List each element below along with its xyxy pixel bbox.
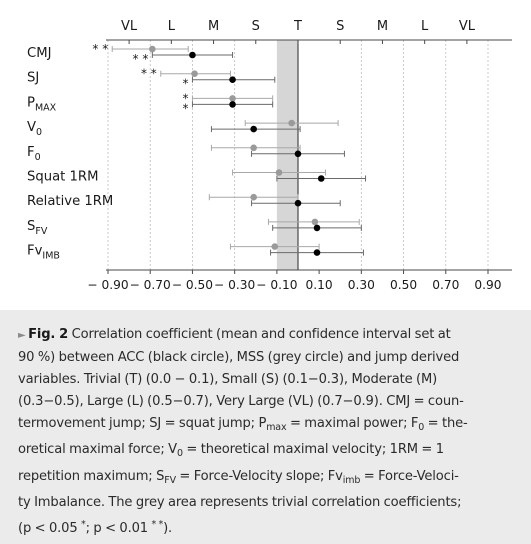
caption-segment: 0 bbox=[176, 448, 183, 460]
acc-point bbox=[229, 101, 236, 108]
row-label: CMJ bbox=[27, 46, 51, 61]
x-tick-label: 0.30 bbox=[348, 278, 375, 292]
caption-line: (p < 0.05 *; p < 0.01 * *). bbox=[18, 514, 513, 540]
top-axis-label: VL bbox=[121, 19, 138, 34]
x-tick-label: 0.50 bbox=[390, 278, 417, 292]
mss-point bbox=[149, 45, 156, 53]
mss-point bbox=[271, 243, 279, 250]
acc-point bbox=[294, 199, 302, 207]
caption-line: ► Fig. 2 Correlation coefficient (mean a… bbox=[18, 324, 513, 347]
mss-point bbox=[311, 218, 319, 226]
x-tick-label: 0.70 bbox=[432, 278, 459, 292]
x-tick-label: − 0.90 bbox=[87, 278, 128, 292]
mss-point bbox=[250, 144, 257, 152]
top-axis-label: S bbox=[336, 19, 344, 34]
mss-point bbox=[288, 119, 295, 127]
caption-line: termovement jump; SJ = squat jump; Pmax … bbox=[18, 413, 513, 439]
mss-point bbox=[275, 169, 283, 176]
acc-significance: * * bbox=[133, 52, 149, 66]
caption-segment: variables. Trivial (T) (0.0 − 0.1), Smal… bbox=[18, 372, 438, 388]
top-axis-label: T bbox=[293, 19, 302, 34]
caption-line: variables. Trivial (T) (0.0 − 0.1), Smal… bbox=[18, 369, 513, 391]
figure-caption: ► Fig. 2 Correlation coefficient (mean a… bbox=[0, 310, 531, 544]
caption-segment: ty Imbalance. The grey area represents t… bbox=[18, 494, 462, 510]
caption-segment: (p < 0.05 bbox=[18, 520, 82, 536]
caption-text: ► Fig. 2 Correlation coefficient (mean a… bbox=[18, 324, 513, 540]
row-label: F0 bbox=[27, 145, 41, 163]
trivial-band bbox=[276, 40, 298, 270]
caption-segment: * bbox=[81, 518, 86, 530]
row-label: Squat 1RM bbox=[27, 170, 98, 185]
acc-significance: * bbox=[182, 101, 188, 115]
top-axis-label: S bbox=[252, 19, 260, 34]
caption-line: repetition maximum; SFV = Force-Velocity… bbox=[18, 466, 513, 492]
acc-point bbox=[294, 150, 302, 158]
caption-segment: termovement jump; SJ = squat jump; P bbox=[18, 416, 267, 432]
mss-significance: * * bbox=[92, 42, 108, 56]
row-label: SJ bbox=[27, 71, 39, 86]
caption-segment: ). bbox=[163, 520, 173, 536]
caption-segment: max bbox=[266, 422, 287, 434]
mss-point bbox=[250, 193, 257, 201]
caption-segment: * * bbox=[151, 518, 164, 530]
x-tick-label: 0.10 bbox=[306, 278, 333, 292]
row-label-subscript: IMB bbox=[42, 251, 60, 262]
x-tick-label: − 0.70 bbox=[130, 278, 171, 292]
top-axis-label: L bbox=[421, 19, 429, 34]
row-label: PMAX bbox=[27, 95, 57, 113]
caption-segment: FV bbox=[164, 474, 176, 486]
caption-segment: (0.3−0.5), Large (L) (0.5−0.7), Very Lar… bbox=[18, 394, 464, 410]
acc-point bbox=[313, 249, 321, 256]
acc-point bbox=[317, 175, 325, 182]
caption-segment: Correlation coefficient (mean and confid… bbox=[68, 327, 451, 342]
top-axis-label: L bbox=[168, 19, 176, 34]
forest-plot: VL L M S T S M L VL − 0.90− 0.70− 0.50− 0.30− 0.1… bbox=[27, 19, 512, 292]
caption-segment: = the- bbox=[424, 416, 468, 432]
mss-point bbox=[191, 70, 198, 77]
acc-significance: * bbox=[182, 77, 188, 91]
top-axis-label: M bbox=[208, 19, 219, 34]
caption-segment: 0 bbox=[418, 422, 425, 434]
row-label: FvIMB bbox=[27, 244, 60, 262]
x-tick-label: − 0.50 bbox=[172, 278, 213, 292]
x-tick-label: 0.90 bbox=[474, 278, 501, 292]
figure-label: Fig. 2 bbox=[28, 327, 69, 342]
mss-point bbox=[229, 95, 236, 102]
row-label: Relative 1RM bbox=[27, 194, 113, 209]
caption-segment: 90 %) between ACC (black circle), MSS (g… bbox=[18, 350, 460, 366]
caption-segment: ; p < 0.01 bbox=[85, 520, 152, 536]
row-label: SFV bbox=[27, 219, 48, 237]
caption-segment: repetition maximum; S bbox=[18, 468, 165, 484]
acc-point bbox=[313, 224, 321, 232]
caption-segment: = theoretical maximal velocity; 1RM = 1 bbox=[182, 442, 444, 458]
x-tick-label: − 0.10 bbox=[256, 278, 297, 292]
top-axis-label: VL bbox=[459, 19, 476, 34]
acc-point bbox=[250, 125, 257, 133]
caption-line: oretical maximal force; V0 = theoretical… bbox=[18, 439, 513, 465]
acc-point bbox=[189, 51, 196, 59]
row-label-subscript: 0 bbox=[35, 152, 41, 163]
caption-segment: = Force-Veloci- bbox=[360, 468, 459, 484]
mss-significance: * * bbox=[141, 67, 157, 81]
caption-segment: ► bbox=[18, 330, 29, 341]
caption-segment: oretical maximal force; V bbox=[18, 442, 177, 458]
caption-line: ty Imbalance. The grey area represents t… bbox=[18, 492, 513, 514]
row-label: V0 bbox=[27, 120, 42, 138]
caption-segment: = Force-Velocity slope; Fv bbox=[175, 468, 343, 484]
caption-segment: = maximal power; F bbox=[286, 416, 419, 432]
caption-line: 90 %) between ACC (black circle), MSS (g… bbox=[18, 347, 513, 369]
row-label-subscript: FV bbox=[35, 226, 47, 237]
acc-point bbox=[229, 76, 236, 83]
caption-line: (0.3−0.5), Large (L) (0.5−0.7), Very Lar… bbox=[18, 391, 513, 413]
mss-significance: * bbox=[182, 91, 188, 105]
top-axis-label: M bbox=[377, 19, 388, 34]
row-label-subscript: 0 bbox=[36, 127, 42, 138]
row-label-subscript: MAX bbox=[35, 102, 57, 113]
caption-segment: imb bbox=[342, 474, 361, 486]
x-tick-label: − 0.30 bbox=[214, 278, 255, 292]
